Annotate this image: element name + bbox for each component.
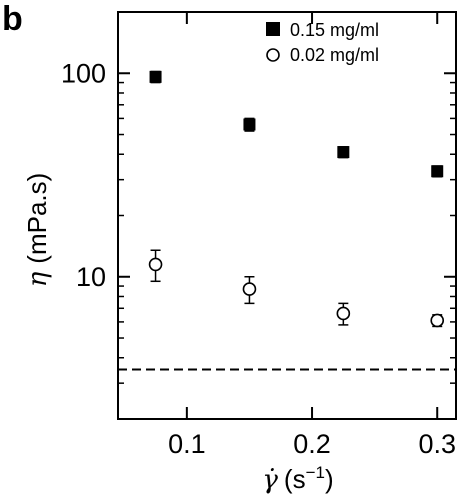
y-axis-ticks: 10 100 [61,58,456,420]
x-tick-label: 0.2 [293,429,331,459]
x-axis-unit-exponent: −1 [306,463,325,482]
data-point-square [431,165,444,178]
data-point-square [243,118,256,131]
legend: 0.15 mg/ml 0.02 mg/ml [266,20,379,65]
x-axis-label: γ̇ (s−1) [262,463,333,495]
plot-area: 10 100 0.1 0.2 0.3 [61,11,457,459]
legend-marker-open-circle [266,48,280,62]
legend-marker-filled-square [266,22,280,36]
x-axis-unit-close: ) [325,464,334,494]
x-tick-label: 0.3 [418,429,456,459]
data-point-circle [336,306,351,321]
y-axis-unit: (mPa.s) [22,173,52,264]
data-point-circle [430,313,445,328]
data-point-circle [242,282,257,296]
legend-label-series-1: 0.15 mg/ml [290,20,379,40]
y-axis-label: η (mPa.s) [22,173,53,288]
y-tick-label: 100 [61,58,106,88]
data-point-square [337,146,350,159]
x-axis-ticks: 0.1 0.2 0.3 [168,12,456,459]
x-tick-label: 0.1 [168,429,206,459]
panel-letter: b [2,0,23,38]
x-axis-unit: (s [284,464,306,494]
y-tick-label: 10 [76,262,106,292]
legend-label-series-2: 0.02 mg/ml [290,45,379,65]
data-point-square [149,70,162,83]
data-point-circle [148,257,163,272]
data-marks [148,70,445,328]
x-axis-symbol: γ̇ [262,465,278,495]
plot-frame [117,11,457,420]
y-axis-symbol: η [23,271,53,287]
